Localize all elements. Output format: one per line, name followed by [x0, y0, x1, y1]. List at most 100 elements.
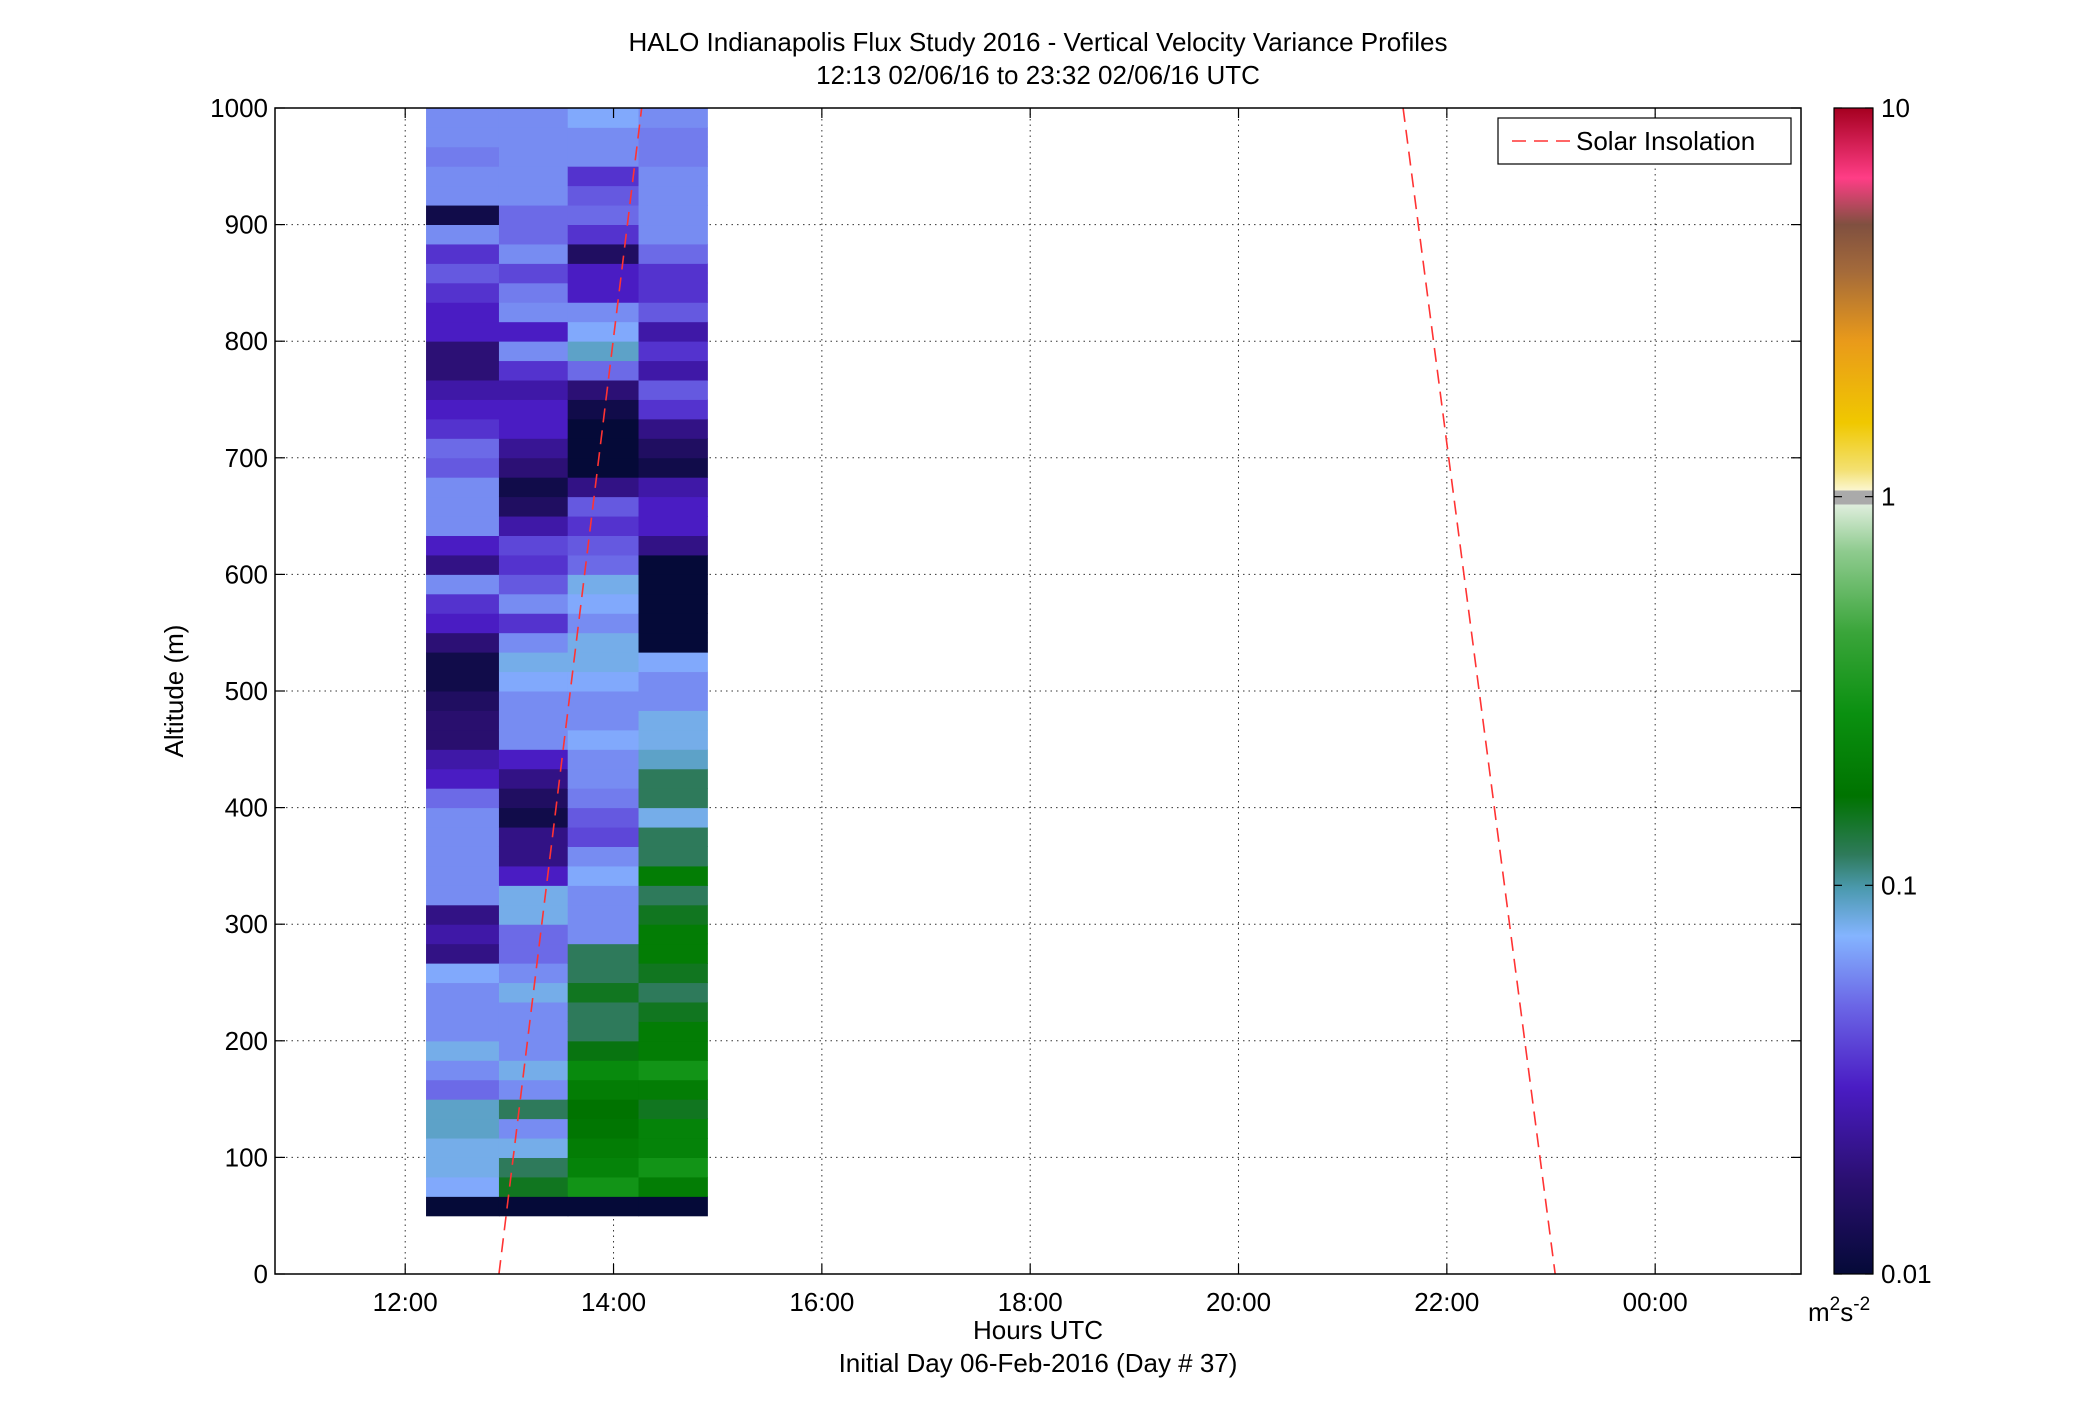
- heatmap-cell: [426, 613, 500, 634]
- heatmap-cell: [567, 807, 640, 828]
- heatmap-cell: [638, 768, 708, 789]
- heatmap-cell: [567, 768, 640, 789]
- heatmap-cell: [498, 263, 569, 284]
- y-tick-label: 200: [225, 1026, 268, 1056]
- heatmap-cell: [567, 729, 640, 750]
- heatmap-cell: [426, 341, 500, 362]
- heatmap-cell: [638, 846, 708, 867]
- heatmap-cell: [638, 224, 708, 245]
- heatmap-cell: [426, 574, 500, 595]
- heatmap-cell: [426, 108, 500, 128]
- heatmap-cell: [638, 826, 708, 847]
- heatmap-cell: [638, 1176, 708, 1197]
- heatmap-cell: [567, 710, 640, 731]
- heatmap-cell: [426, 1118, 500, 1139]
- heatmap-cell: [638, 535, 708, 556]
- heatmap-cell: [638, 360, 708, 381]
- heatmap-cell: [567, 496, 640, 517]
- heatmap-cell: [498, 1196, 569, 1217]
- heatmap-cell: [426, 243, 500, 264]
- heatmap-cell: [567, 166, 640, 187]
- chart-title: HALO Indianapolis Flux Study 2016 - Vert…: [629, 27, 1448, 57]
- x-tick-label: 14:00: [581, 1287, 646, 1317]
- heatmap-cell: [638, 457, 708, 478]
- heatmap-cell: [567, 1079, 640, 1100]
- heatmap-cell: [638, 982, 708, 1003]
- heatmap-cell: [498, 943, 569, 964]
- heatmap-cell: [426, 438, 500, 459]
- heatmap-cell: [567, 438, 640, 459]
- heatmap-cell: [567, 418, 640, 439]
- legend-label: Solar Insolation: [1576, 126, 1755, 156]
- heatmap-cell: [498, 963, 569, 984]
- heatmap-cell: [426, 885, 500, 906]
- heatmap-cell: [498, 535, 569, 556]
- heatmap-cell: [426, 729, 500, 750]
- heatmap-cell: [426, 593, 500, 614]
- heatmap-cell: [498, 496, 569, 517]
- x-tick-label: 22:00: [1414, 1287, 1479, 1317]
- heatmap-cell: [426, 515, 500, 536]
- y-tick-label: 600: [225, 559, 268, 589]
- heatmap-cell: [426, 496, 500, 517]
- heatmap-cell: [638, 243, 708, 264]
- heatmap-cell: [567, 282, 640, 303]
- heatmap-cell: [498, 710, 569, 731]
- heatmap-cell: [567, 379, 640, 400]
- heatmap-cell: [426, 1137, 500, 1158]
- heatmap-cell: [638, 885, 708, 906]
- heatmap-cell: [426, 69, 500, 89]
- heatmap-cell: [567, 360, 640, 381]
- heatmap-cell: [568, 69, 639, 89]
- heatmap-cell: [426, 535, 500, 556]
- heatmap-cell: [567, 1040, 640, 1061]
- heatmap-cell: [567, 1060, 640, 1081]
- heatmap-cell: [498, 807, 569, 828]
- heatmap-cell: [498, 574, 569, 595]
- heatmap-cell: [426, 846, 500, 867]
- series-line-solar-insolation: [498, 108, 643, 1274]
- heatmap-cell: [426, 632, 500, 653]
- heatmap-cell: [567, 904, 640, 925]
- heatmap-cell: [638, 613, 708, 634]
- colorbar-unit-sup1: 2: [1830, 1294, 1841, 1315]
- heatmap-cell: [638, 1099, 708, 1120]
- y-tick-label: 900: [225, 210, 268, 240]
- solar-insolation-lines: [498, 108, 1556, 1274]
- heatmap-cell: [567, 457, 640, 478]
- heatmap-cell: [638, 632, 708, 653]
- heatmap-cell: [498, 904, 569, 925]
- heatmap-cell: [567, 826, 640, 847]
- heatmap-cell: [498, 515, 569, 536]
- heatmap-cell: [567, 574, 640, 595]
- heatmap-cell: [567, 963, 640, 984]
- heatmap-cell: [498, 1001, 569, 1022]
- heatmap-cell: [426, 1001, 500, 1022]
- heatmap-cell: [426, 108, 500, 109]
- heatmap-cell: [638, 904, 708, 925]
- heatmap-cell: [426, 457, 500, 478]
- heatmap-cell: [498, 166, 569, 187]
- heatmap-cell: [498, 690, 569, 711]
- heatmap-cell: [498, 632, 569, 653]
- heatmap-cell: [498, 652, 569, 673]
- heatmap-cell: [498, 593, 569, 614]
- heatmap-cell: [567, 885, 640, 906]
- heatmap-cell: [498, 108, 569, 109]
- heatmap-cell: [426, 1176, 500, 1197]
- colorbar-unit-base: m: [1808, 1297, 1830, 1327]
- heatmap-cell: [498, 554, 569, 575]
- heatmap-cell: [567, 302, 640, 323]
- heatmap-cell: [567, 613, 640, 634]
- heatmap-cell: [638, 1157, 708, 1178]
- heatmap-cell: [567, 127, 640, 148]
- heatmap-cell: [426, 321, 500, 342]
- heatmap-cell: [638, 593, 708, 614]
- chart-subtitle: 12:13 02/06/16 to 23:32 02/06/16 UTC: [816, 60, 1260, 90]
- heatmap-cell: [426, 963, 500, 984]
- x-tick-label: 20:00: [1206, 1287, 1271, 1317]
- axes: 12:00 14:00 16:00 18:00 20:00 22:00 00:00 0 100 2…: [210, 93, 1801, 1317]
- heatmap-cell: [638, 749, 708, 770]
- heatmap-cell: [498, 399, 569, 420]
- y-tick-label: 500: [225, 676, 268, 706]
